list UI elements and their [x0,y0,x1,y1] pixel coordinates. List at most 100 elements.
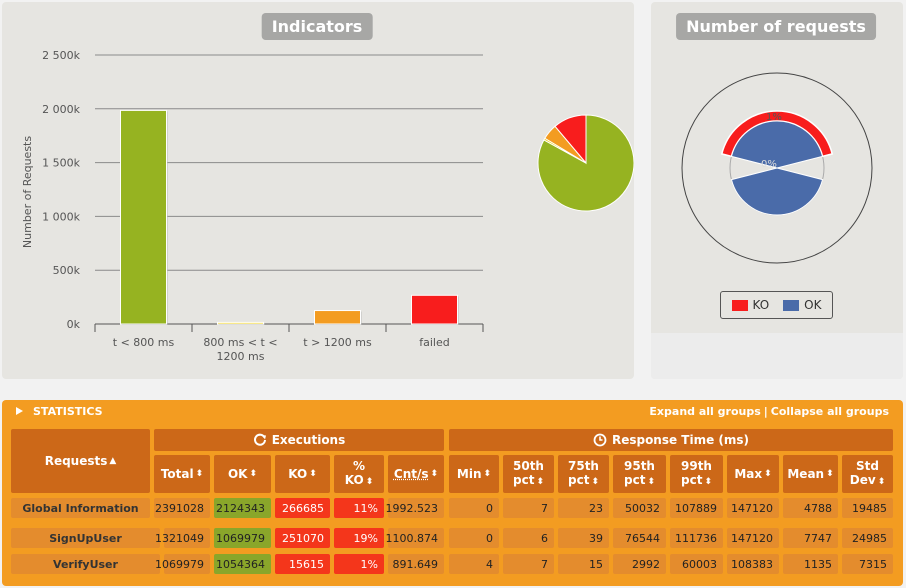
legend-item-ko[interactable]: KO [731,298,770,312]
expand-triangle-icon [16,407,23,415]
sort-icon: ⬍ [704,477,712,487]
bar[interactable] [217,321,264,325]
cell-std: 7315 [842,554,893,574]
col-p95-label-2: pct [624,473,646,487]
bar[interactable] [411,294,458,325]
cell-min: 0 [449,528,499,548]
clock-icon [593,433,607,447]
col-std-label-1: Std [856,459,879,473]
sort-icon: ⬍ [195,469,204,479]
y-tick-label: 1 500k [42,157,80,170]
pie-slice[interactable] [554,114,587,165]
executions-label: Executions [271,433,346,447]
sort-icon: ⬍ [826,469,834,479]
ok-slice[interactable] [730,167,824,216]
cell-p95: 2992 [613,554,666,574]
requests-panel: Number of requests 1% 0% KO OK [651,2,903,379]
sort-asc-icon: ▲ [109,456,117,466]
cell-max: 147120 [727,498,779,518]
col-p75-label-2: pct [568,473,590,487]
cell-pct: 19% [334,528,384,548]
executions-group-header: Executions [154,429,444,451]
cell-total: 1069979 [155,554,210,574]
cell-max: 108383 [727,554,779,574]
cell-p95: 76544 [613,528,666,548]
statistics-header: STATISTICS Expand all groups | Collapse al… [2,400,903,422]
cell-max: 147120 [727,528,779,548]
col-min-label: Min [456,467,482,481]
sort-icon: ⬍ [249,469,258,479]
legend-ko-label: KO [752,298,770,312]
sort-icon: ⬍ [764,469,772,479]
col-p75[interactable]: 75th pct ⬍ [558,455,609,493]
statistics-toggle[interactable]: STATISTICS [16,405,103,418]
col-p75-label-1: 75th [568,459,599,473]
x-tick-label: failed [419,336,449,349]
col-ok-label: OK [227,467,248,481]
col-mean[interactable]: Mean ⬍ [783,455,838,493]
requests-title: Number of requests [676,13,876,40]
cell-cnt: 891.649 [388,554,444,574]
pie-slice[interactable] [537,114,634,212]
sort-icon: ⬍ [365,477,374,487]
cell-mean: 7747 [783,528,838,548]
cell-pct: 1% [334,554,384,574]
cell-min: 0 [449,498,499,518]
ok-slice[interactable] [730,120,824,169]
cell-p50: 7 [503,498,554,518]
sort-icon: ⬍ [647,477,655,487]
cell-ko: 266685 [275,498,330,518]
col-p50-label-2: pct [513,473,535,487]
col-p95[interactable]: 95th pct ⬍ [613,455,666,493]
col-total[interactable]: Total ⬍ [154,455,210,493]
indicators-bar-chart: 0k 500k 1 000k 1 500k 2 000k 2 500k Number of … [21,49,634,363]
cell-p75: 39 [558,528,609,548]
col-std-label-2: Dev [849,473,876,487]
sort-icon: ⬍ [591,477,599,487]
col-mean-label: Mean [787,467,825,481]
cell-total: 2391028 [154,498,210,518]
col-cnt-label: Cnt/s [393,467,429,481]
cell-p50: 6 [503,528,554,548]
sort-icon: ⬍ [536,477,544,487]
sort-icon: ⬍ [483,469,492,479]
col-pct-ko-label-1: % [352,459,366,473]
ko-swatch [731,299,748,311]
bar[interactable] [314,310,361,325]
cell-std: 19485 [842,498,893,518]
col-p99[interactable]: 99th pct ⬍ [670,455,723,493]
x-tick-label: 1200 ms [217,350,265,363]
cell-ok: 1054364 [214,554,271,574]
col-ko[interactable]: KO ⬍ [275,455,330,493]
col-requests[interactable]: Requests ▲ [11,429,150,493]
ok-percent-label: 0% [761,159,777,170]
cell-pct: 11% [334,498,384,518]
response-time-group-header: Response Time (ms) [449,429,893,451]
cell-p50: 7 [503,554,554,574]
bar[interactable] [120,109,167,325]
group-links: Expand all groups | Collapse all groups [649,405,889,418]
col-std[interactable]: Std Dev ⬍ [842,455,893,493]
col-pct-ko-label-2: KO [344,473,364,487]
collapse-all-groups-link[interactable]: Collapse all groups [770,405,889,418]
col-p95-label-1: 95th [624,459,655,473]
col-ok[interactable]: OK ⬍ [214,455,271,493]
expand-all-groups-link[interactable]: Expand all groups [649,405,761,418]
col-max[interactable]: Max ⬍ [727,455,779,493]
indicators-panel: Indicators 0k 500k 1 000k 1 500k 2 000k 2 500… [2,2,634,379]
col-cnt[interactable]: Cnt/s ⬍ [388,455,444,493]
cell-ok: 2124343 [214,498,271,518]
cell-cnt: 1100.874 [386,528,444,548]
cell-min: 4 [449,554,499,574]
cell-std: 24985 [842,528,893,548]
col-p50-label-1: 50th [513,459,544,473]
col-pct-ko[interactable]: % KO ⬍ [334,455,384,493]
col-min[interactable]: Min ⬍ [449,455,499,493]
row-name[interactable]: Global Information [11,498,150,518]
cell-ko: 251070 [275,528,330,548]
col-p50[interactable]: 50th pct ⬍ [503,455,554,493]
outer-ring [681,72,873,264]
legend-item-ok[interactable]: OK [783,298,822,312]
row-name[interactable]: VerifyUser [11,554,160,574]
row-name[interactable]: SignUpUser [11,528,160,548]
